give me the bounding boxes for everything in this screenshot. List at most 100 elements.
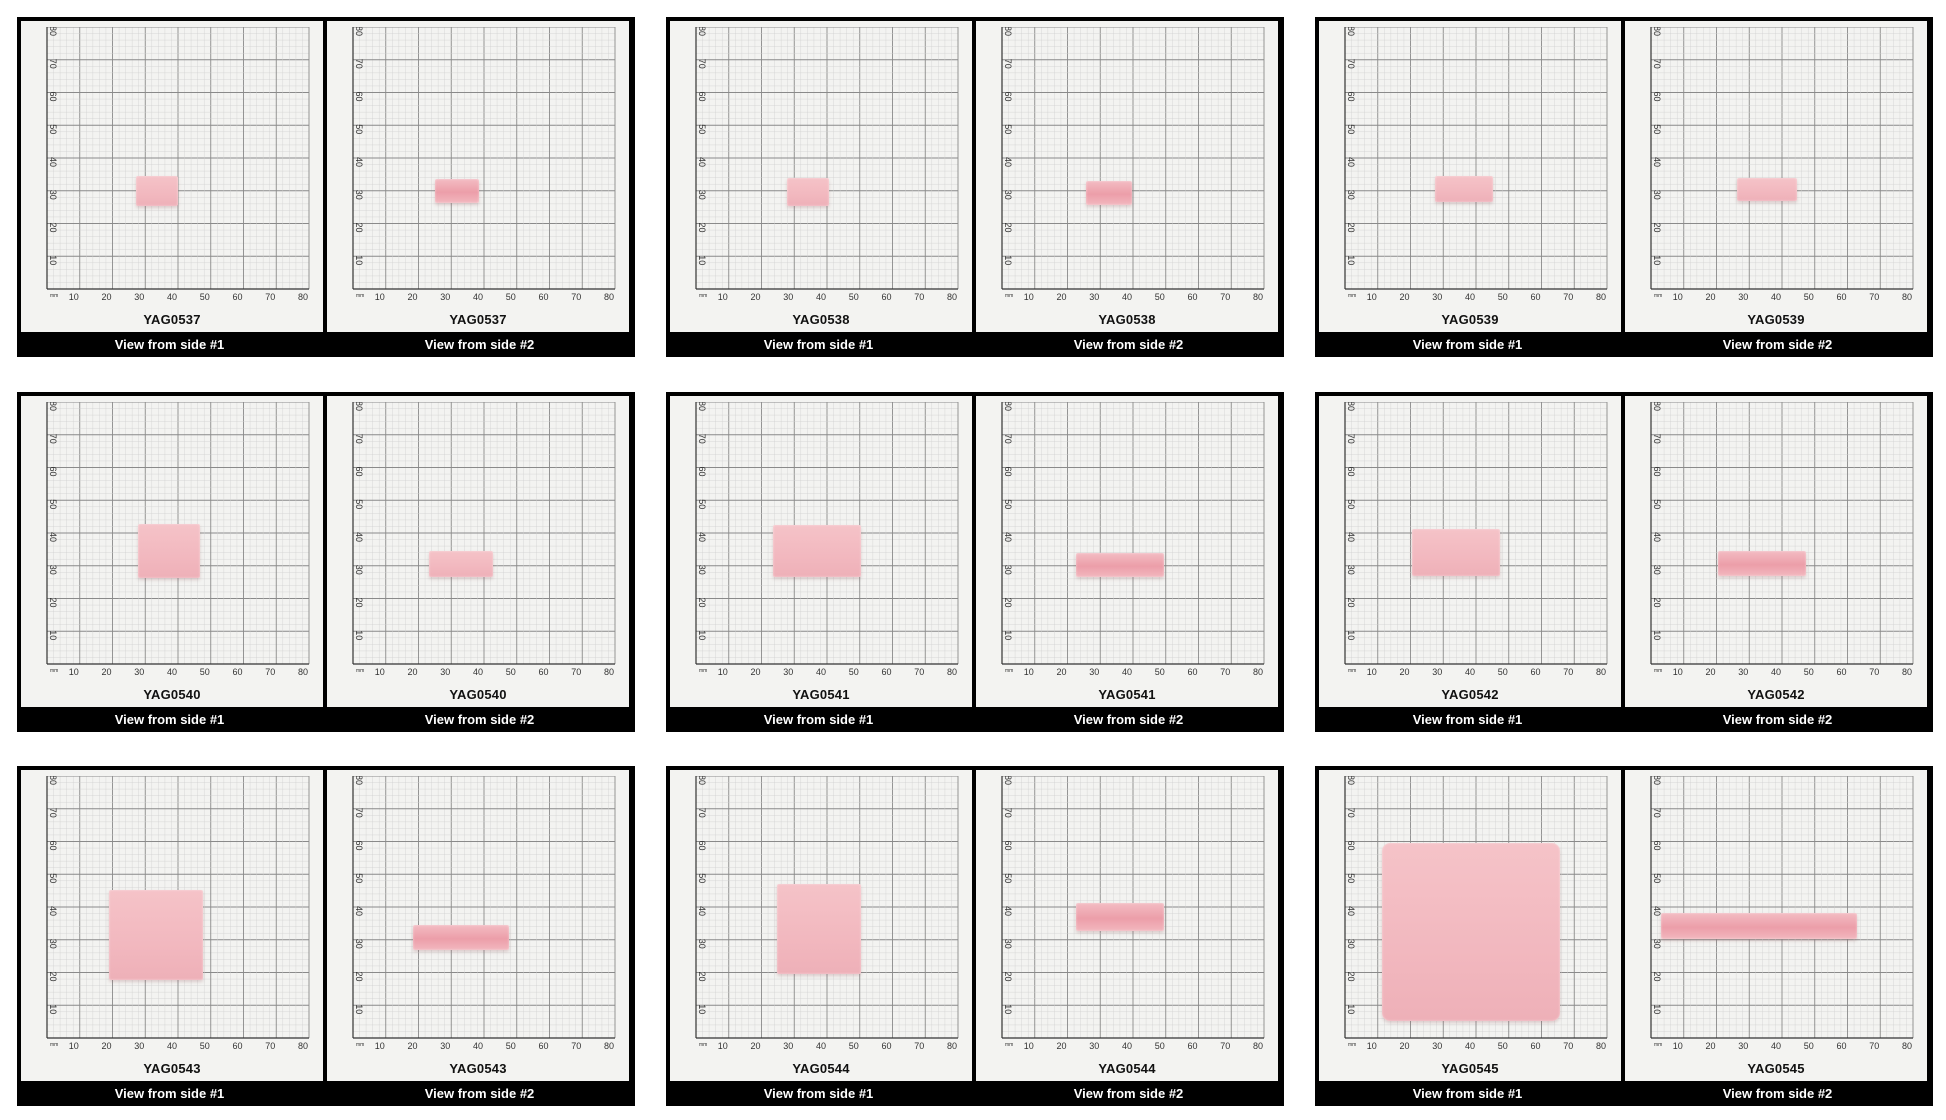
x-tick-label: 10 <box>375 292 385 302</box>
crystal-sample <box>1086 181 1132 205</box>
x-tick-label: 80 <box>1596 292 1606 302</box>
y-tick-label: 10 <box>354 1004 364 1014</box>
x-tick-label: 50 <box>1804 667 1814 677</box>
y-tick-label: 10 <box>1003 630 1013 640</box>
y-tick-label: 10 <box>697 255 707 265</box>
x-tick-label: 20 <box>1056 1041 1066 1051</box>
crystal-sample <box>1435 176 1493 202</box>
x-tick-label: 20 <box>1705 292 1715 302</box>
caption-side-2: View from side #2 <box>1722 337 1833 352</box>
panel-side-1: 10 10 20 20 30 30 40 40 50 50 60 60 70 70 80 80 mm YAG05… <box>670 396 972 707</box>
y-tick-label: 70 <box>354 434 364 444</box>
x-tick-label: 30 <box>1089 292 1099 302</box>
panel-side-1: 10 10 20 20 30 30 40 40 50 50 60 60 70 70 80 80 mm YAG05… <box>1319 21 1621 332</box>
y-tick-label: 60 <box>1003 840 1013 850</box>
graph-paper: 10 10 20 20 30 30 40 40 50 50 60 60 70 70 80 80 mm <box>341 402 621 682</box>
sample-id-label: YAG0544 <box>792 1061 850 1076</box>
y-tick-label: 70 <box>48 59 58 69</box>
x-tick-label: 40 <box>816 292 826 302</box>
sample-card-yag0537: 10 10 20 20 30 30 40 40 50 50 60 60 70 70 80 80 mm YAG05… <box>17 17 635 357</box>
y-tick-label: 30 <box>1003 565 1013 575</box>
sample-id-label: YAG0541 <box>1098 687 1156 702</box>
y-tick-label: 30 <box>697 939 707 949</box>
x-tick-label: 10 <box>1024 1041 1034 1051</box>
caption-side-1: View from side #1 <box>763 712 874 727</box>
x-tick-label: 60 <box>538 292 548 302</box>
panel-side-2: 10 10 20 20 30 30 40 40 50 50 60 60 70 70 80 80 mm YAG05… <box>1625 21 1927 332</box>
y-tick-label: 30 <box>354 565 364 575</box>
y-tick-label: 60 <box>1003 466 1013 476</box>
y-tick-label: 60 <box>1346 91 1356 101</box>
y-tick-label: 40 <box>697 157 707 167</box>
caption-side-2: View from side #2 <box>1722 712 1833 727</box>
x-tick-label: 80 <box>604 667 614 677</box>
y-tick-label: 60 <box>354 91 364 101</box>
x-tick-label: 70 <box>571 1041 581 1051</box>
sample-id-label: YAG0545 <box>1441 1061 1499 1076</box>
x-tick-label: 10 <box>69 667 79 677</box>
y-tick-label: 10 <box>1652 255 1662 265</box>
x-tick-label: 60 <box>1530 1041 1540 1051</box>
x-tick-label: 70 <box>571 667 581 677</box>
x-tick-label: 50 <box>1498 667 1508 677</box>
y-tick-label: 40 <box>1003 157 1013 167</box>
x-tick-label: 80 <box>1902 1041 1912 1051</box>
y-tick-label: 50 <box>1003 873 1013 883</box>
graph-paper: 10 10 20 20 30 30 40 40 50 50 60 60 70 70 80 80 mm <box>990 402 1270 682</box>
graph-grid: 10 10 20 20 30 30 40 40 50 50 60 60 70 70 80 80 mm <box>46 27 310 302</box>
x-tick-label: 30 <box>1089 1041 1099 1051</box>
x-tick-label: 10 <box>1367 1041 1377 1051</box>
x-tick-label: 40 <box>473 1041 483 1051</box>
crystal-sample <box>1412 529 1500 576</box>
x-tick-label: 60 <box>881 667 891 677</box>
y-tick-label: 60 <box>48 840 58 850</box>
y-tick-label: 30 <box>1003 939 1013 949</box>
unit-label: mm <box>699 293 707 299</box>
x-tick-label: 80 <box>298 1041 308 1051</box>
x-tick-label: 40 <box>816 1041 826 1051</box>
graph-paper: 10 10 20 20 30 30 40 40 50 50 60 60 70 70 80 80 mm <box>1639 402 1919 682</box>
x-tick-label: 70 <box>1869 292 1879 302</box>
y-tick-label: 20 <box>1652 971 1662 981</box>
y-tick-label: 20 <box>1346 222 1356 232</box>
panel-side-1: 10 10 20 20 30 30 40 40 50 50 60 60 70 70 80 80 mm YAG05… <box>1319 396 1621 707</box>
graph-paper: 10 10 20 20 30 30 40 40 50 50 60 60 70 70 80 80 mm <box>341 27 621 307</box>
y-tick-label: 30 <box>1652 565 1662 575</box>
y-tick-label: 80 <box>48 776 58 785</box>
x-tick-label: 80 <box>1253 1041 1263 1051</box>
panel-side-2: 10 10 20 20 30 30 40 40 50 50 60 60 70 70 80 80 mm YAG05… <box>327 770 629 1081</box>
sample-card-yag0545: 10 10 20 20 30 30 40 40 50 50 60 60 70 70 80 80 mm YAG05… <box>1315 766 1933 1106</box>
graph-paper: 10 10 20 20 30 30 40 40 50 50 60 60 70 70 80 80 mm <box>990 27 1270 307</box>
x-tick-label: 60 <box>1530 667 1540 677</box>
caption-side-2: View from side #2 <box>424 712 535 727</box>
x-tick-label: 30 <box>1738 292 1748 302</box>
x-tick-label: 80 <box>1596 1041 1606 1051</box>
y-tick-label: 70 <box>697 808 707 818</box>
y-tick-label: 40 <box>1652 532 1662 542</box>
graph-grid: 10 10 20 20 30 30 40 40 50 50 60 60 70 70 80 80 mm <box>352 402 616 677</box>
x-tick-label: 50 <box>1155 1041 1165 1051</box>
caption-side-1: View from side #1 <box>1412 337 1523 352</box>
y-tick-label: 80 <box>1346 776 1356 785</box>
unit-label: mm <box>1005 1042 1013 1048</box>
x-tick-label: 10 <box>1673 292 1683 302</box>
crystal-sample <box>136 176 178 206</box>
y-tick-label: 60 <box>1346 840 1356 850</box>
y-tick-label: 20 <box>354 597 364 607</box>
x-tick-label: 40 <box>1771 1041 1781 1051</box>
x-tick-label: 60 <box>881 292 891 302</box>
x-tick-label: 80 <box>947 667 957 677</box>
x-tick-label: 10 <box>69 292 79 302</box>
y-tick-label: 10 <box>697 630 707 640</box>
caption-side-2: View from side #2 <box>424 1086 535 1101</box>
sample-card-yag0538: 10 10 20 20 30 30 40 40 50 50 60 60 70 70 80 80 mm YAG05… <box>666 17 1284 357</box>
x-tick-label: 50 <box>849 667 859 677</box>
x-tick-label: 40 <box>1465 292 1475 302</box>
x-tick-label: 50 <box>1155 292 1165 302</box>
crystal-sample <box>138 524 200 578</box>
crystal-sample <box>435 179 479 203</box>
graph-paper: 10 10 20 20 30 30 40 40 50 50 60 60 70 70 80 80 mm <box>341 776 621 1056</box>
panel-side-2: 10 10 20 20 30 30 40 40 50 50 60 60 70 70 80 80 mm YAG05… <box>976 21 1278 332</box>
x-tick-label: 20 <box>1705 667 1715 677</box>
x-tick-label: 10 <box>1673 1041 1683 1051</box>
